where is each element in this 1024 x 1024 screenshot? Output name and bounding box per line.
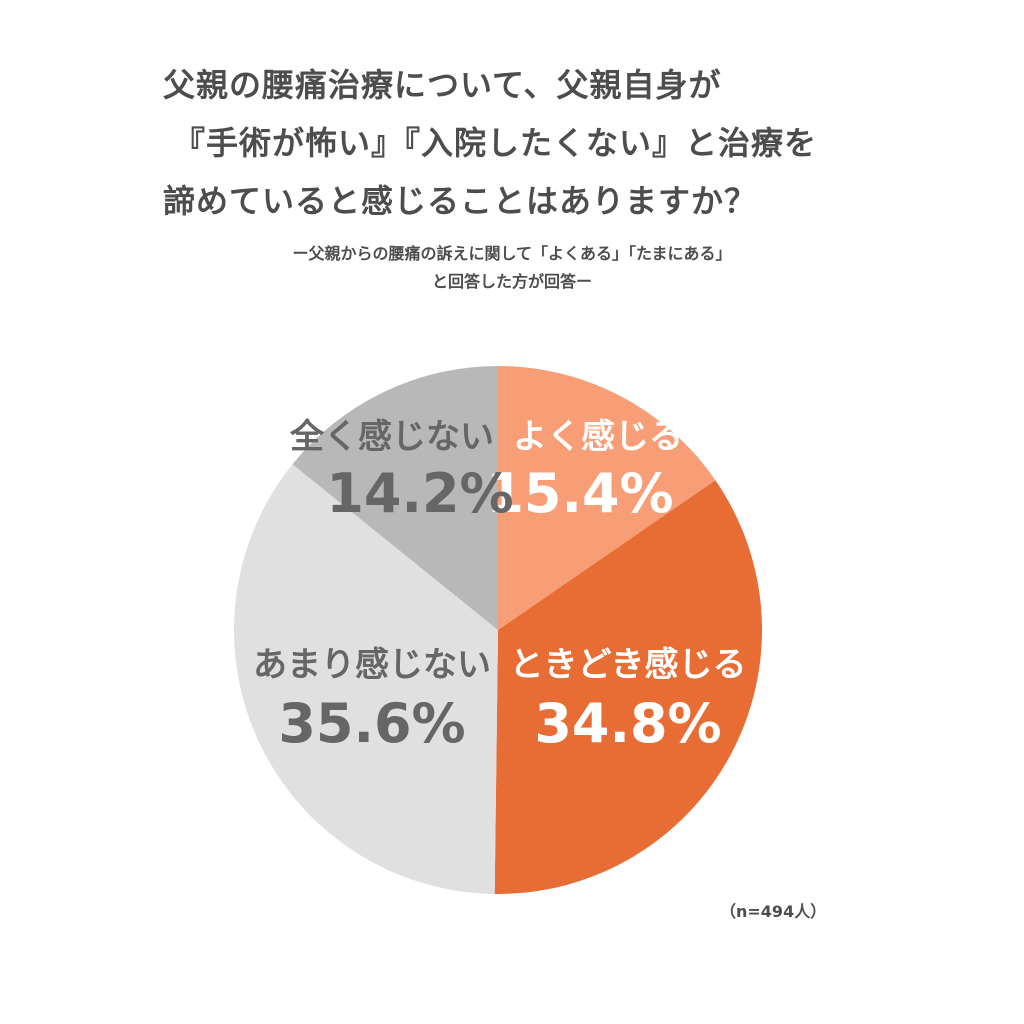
slice-label: 全く感じない bbox=[289, 417, 494, 457]
pie-labels: よく感じる 15.4% ときどき感じる 34.8% あまり感じない 35.6% 全く感じない… bbox=[253, 417, 746, 755]
slice-value-label: 14.2% bbox=[326, 462, 513, 525]
pie-slice bbox=[234, 464, 498, 894]
chart-title: 父親の腰痛治療について、父親自身が 『手術が怖い』『入院したくない』と治療を 諦… bbox=[163, 56, 923, 230]
pie-slice bbox=[292, 366, 498, 630]
pie-slices bbox=[234, 366, 762, 894]
subtitle-line-1: ー父親からの腰痛の訴えに関して「よくある」「たまにある」 bbox=[292, 244, 732, 263]
slice-label: よく感じる bbox=[513, 417, 683, 457]
pie-slice bbox=[494, 480, 762, 894]
sample-size-note: （n=494人） bbox=[720, 902, 827, 921]
chart-subtitle: ー父親からの腰痛の訴えに関して「よくある」「たまにある」 と回答した方が回答ー bbox=[0, 240, 1024, 296]
title-line-1: 父親の腰痛治療について、父親自身が bbox=[163, 66, 722, 104]
slice-label: あまり感じない bbox=[253, 645, 491, 685]
slice-value-label: 34.8% bbox=[534, 692, 721, 755]
slice-value-label: 35.6% bbox=[278, 692, 465, 755]
slice-value-label: 15.4% bbox=[486, 462, 673, 525]
subtitle-line-2: と回答した方が回答ー bbox=[431, 272, 592, 291]
slice-label: ときどき感じる bbox=[510, 645, 747, 685]
title-line-3: 諦めていると感じることはありますか？ bbox=[163, 182, 758, 220]
title-line-2: 『手術が怖い』『入院したくない』と治療を bbox=[173, 124, 818, 162]
pie-slice bbox=[498, 366, 716, 630]
